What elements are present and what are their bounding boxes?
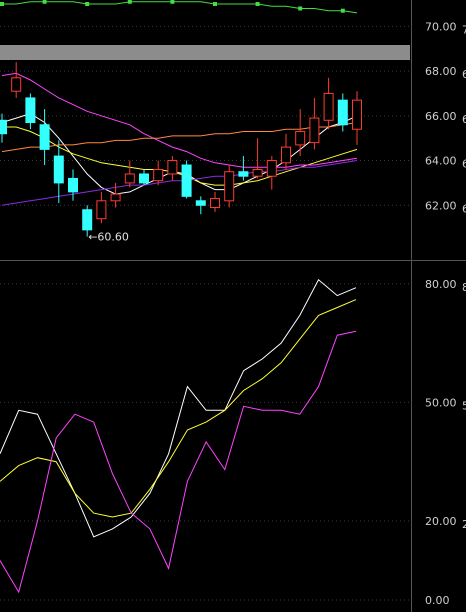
indicator-tick-label-clipped: 2 (462, 518, 466, 531)
indicator-line (0, 299, 357, 518)
candle-body (323, 92, 334, 121)
indicator-lines (0, 279, 357, 594)
candlestick (195, 196, 206, 215)
price-tick-label: 70.00 (425, 20, 457, 33)
candle-body (295, 130, 306, 146)
price-highlight-band (0, 45, 410, 60)
candle-body (352, 99, 362, 130)
trend-marker (85, 2, 90, 6)
candle-body (0, 119, 7, 135)
trend-marker (213, 2, 217, 6)
trend-marker (0, 2, 4, 6)
candlestick (281, 133, 291, 170)
candle-body (139, 173, 149, 184)
candle-body (281, 146, 291, 164)
price-tick-label: 66.00 (425, 110, 457, 123)
candle-body (337, 99, 348, 126)
indicator-tick-label-clipped: 8 (462, 281, 466, 294)
candlestick (124, 160, 135, 188)
candle-body (25, 97, 36, 124)
price-tick-label-clipped: 6 (462, 158, 466, 171)
candle-body (252, 168, 263, 177)
candle-body (53, 155, 64, 184)
candle-body (82, 209, 93, 231)
candle-body (210, 198, 220, 209)
candlestick (252, 138, 263, 179)
indicator-y-axis: 80.00 850.00 520.00 20.00 (425, 278, 466, 607)
candle-body (110, 193, 121, 202)
candlestick (238, 156, 249, 181)
price-tick-label: 64.00 (425, 155, 457, 168)
candlesticks (0, 62, 362, 237)
moving-average-lines (0, 0, 358, 206)
candlestick (139, 169, 149, 186)
price-y-axis: 70.00 7 68.00 6 66.00 6 64.00 6 62.00 6 (425, 20, 466, 215)
indicator-line (0, 330, 357, 594)
price-panel: ←60.60 70.00 7 68.00 6 66.00 6 64.00 6 62.00 6 (0, 0, 466, 244)
candle-body (153, 168, 164, 182)
moving-average-line (1, 122, 358, 153)
candle-body (266, 160, 277, 177)
candlestick (337, 93, 348, 132)
candle-body (124, 173, 135, 184)
candlestick (295, 109, 306, 157)
candlestick (53, 140, 64, 204)
candlestick (210, 191, 220, 212)
candlestick (39, 109, 50, 166)
price-tick-label-clipped: 6 (462, 202, 466, 215)
moving-average-line (1, 160, 358, 206)
candle-body (167, 160, 178, 175)
candlestick (96, 191, 107, 224)
trend-marker (298, 6, 303, 11)
candlestick (352, 91, 362, 145)
price-tick-label: 62.00 (425, 199, 457, 212)
moving-average-line (1, 113, 358, 195)
indicator-line (0, 279, 357, 538)
trend-marker (255, 2, 260, 6)
moving-average-line (1, 72, 358, 168)
indicator-panel: 80.00 850.00 520.00 20.00 (0, 278, 466, 607)
trend-marker (340, 8, 345, 13)
indicator-tick-label-clipped: 5 (462, 399, 466, 412)
moving-average-line (2, 1, 358, 14)
trend-marker (127, 0, 132, 4)
candle-body (224, 171, 235, 202)
candle-body (68, 177, 78, 193)
candlestick (25, 93, 36, 130)
candlestick (68, 169, 78, 201)
indicator-gridlines (0, 283, 410, 601)
indicator-tick-label: 50.00 (425, 396, 457, 409)
price-tick-label: 68.00 (425, 65, 457, 78)
candle-body (309, 117, 320, 144)
indicator-tick-label: 80.00 (425, 278, 457, 291)
candlestick (167, 156, 178, 181)
candlestick (224, 165, 235, 208)
candlestick (153, 160, 164, 186)
candle-body (181, 164, 192, 197)
candle-body (11, 77, 22, 92)
candlestick (82, 205, 93, 237)
candlestick (266, 156, 277, 190)
candlestick (11, 62, 22, 98)
price-tick-label-clipped: 6 (462, 68, 466, 81)
candlestick (0, 113, 7, 143)
candle-body (195, 200, 206, 206)
trend-marker (42, 0, 47, 4)
trend-marker (170, 0, 175, 4)
candlestick (323, 77, 334, 130)
candlestick (309, 97, 320, 150)
candle-body (96, 200, 107, 220)
price-tick-label-clipped: 7 (462, 23, 466, 36)
indicator-tick-label: 20.00 (425, 515, 457, 528)
price-tick-label-clipped: 6 (462, 113, 466, 126)
low-price-annotation: ←60.60 (88, 231, 129, 244)
candle-body (39, 124, 50, 150)
indicator-tick-label: 0.00 (425, 594, 450, 607)
candle-body (238, 171, 249, 177)
candlestick (181, 160, 192, 199)
candlestick (110, 182, 121, 208)
